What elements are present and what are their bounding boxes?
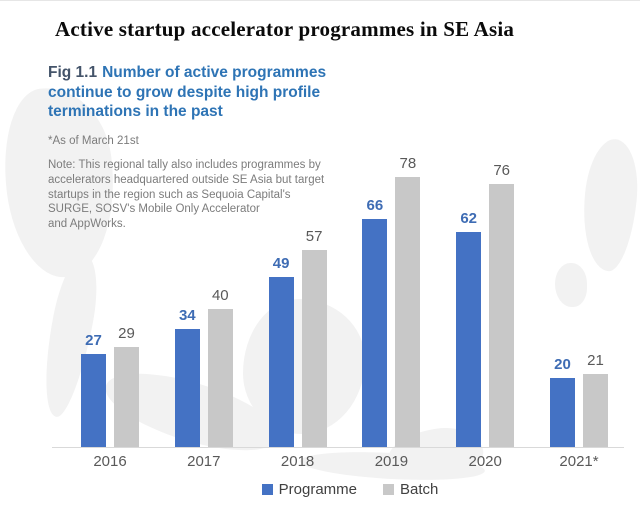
bar-batch-2016	[114, 347, 139, 447]
note-line: Note: This regional tally also includes …	[48, 159, 321, 171]
legend-item-batch: Batch	[383, 481, 438, 498]
note-line: SURGE, SOSV's Mobile Only Accelerator	[48, 203, 260, 216]
subtitle-line-1: Fig 1.1 Number of active programmes	[48, 63, 326, 83]
map-watermark-shape	[555, 263, 587, 307]
legend-label-batch: Batch	[400, 481, 439, 498]
bar-programme-2019	[362, 219, 388, 447]
x-axis-line	[52, 447, 624, 448]
bar-programme-2018	[268, 277, 294, 447]
x-axis-label-2016: 2016	[93, 453, 127, 470]
x-axis-label-2021: 2021*	[559, 453, 599, 470]
bar-value-batch-2017: 40	[211, 287, 229, 304]
bar-batch-2019	[395, 177, 421, 447]
bar-batch-2018	[301, 250, 327, 447]
legend-item-programme: Programme	[261, 481, 357, 498]
legend-swatch-batch	[383, 484, 394, 495]
bar-programme-2017	[174, 329, 200, 447]
bar-value-batch-2019: 78	[399, 155, 417, 172]
figure-number-label: Fig 1.1	[48, 64, 98, 81]
bar-batch-2017	[207, 309, 233, 447]
bar-value-batch-2016: 29	[118, 325, 135, 342]
bar-programme-2021	[550, 378, 575, 447]
chart-legend: Programme Batch	[60, 481, 640, 498]
x-axis-label-2017: 2017	[187, 453, 221, 470]
x-axis-label-2018: 2018	[280, 453, 315, 470]
note-line: startups in the region such as Sequoia C…	[48, 188, 291, 201]
bar-batch-2020	[489, 184, 515, 447]
bar-value-programme-2019: 66	[366, 197, 384, 214]
bar-value-programme-2018: 49	[272, 255, 290, 272]
legend-label-programme: Programme	[278, 481, 357, 498]
bar-programme-2020	[456, 232, 482, 447]
subtitle-line-3: terminations in the past	[48, 103, 223, 120]
bar-programme-2016	[81, 354, 106, 447]
methodology-note: Note: This regional tally also includes …	[48, 158, 324, 232]
asof-footnote: *As of March 21st	[48, 135, 139, 147]
bar-value-programme-2020: 62	[460, 210, 478, 227]
page-title: Active startup accelerator programmes in…	[55, 17, 515, 41]
x-axis-label-2020: 2020	[468, 453, 502, 470]
bar-value-batch-2021: 21	[587, 352, 604, 369]
figure-subtitle: Fig 1.1 Number of active programmes conti…	[48, 63, 326, 122]
note-line: accelerators headquartered outside SE As…	[48, 173, 325, 186]
bar-batch-2021	[583, 374, 608, 447]
bar-value-batch-2018: 57	[305, 228, 323, 245]
bar-value-programme-2021: 20	[554, 356, 571, 373]
bar-value-programme-2016: 27	[85, 332, 102, 349]
note-line: and AppWorks.	[48, 218, 126, 231]
legend-swatch-programme	[261, 484, 273, 495]
bar-value-batch-2020: 76	[493, 162, 511, 179]
bar-value-programme-2017: 34	[178, 307, 196, 324]
subtitle-text: Number of active programmes	[102, 64, 327, 81]
subtitle-line-2: continue to grow despite high profile	[48, 83, 321, 101]
x-axis-label-2019: 2019	[374, 453, 409, 470]
